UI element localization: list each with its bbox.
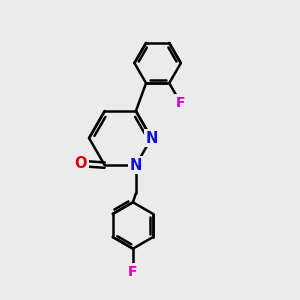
Text: N: N (145, 130, 158, 146)
Text: F: F (128, 265, 138, 278)
Text: N: N (130, 158, 142, 172)
Text: O: O (75, 156, 87, 171)
Text: F: F (176, 96, 185, 110)
